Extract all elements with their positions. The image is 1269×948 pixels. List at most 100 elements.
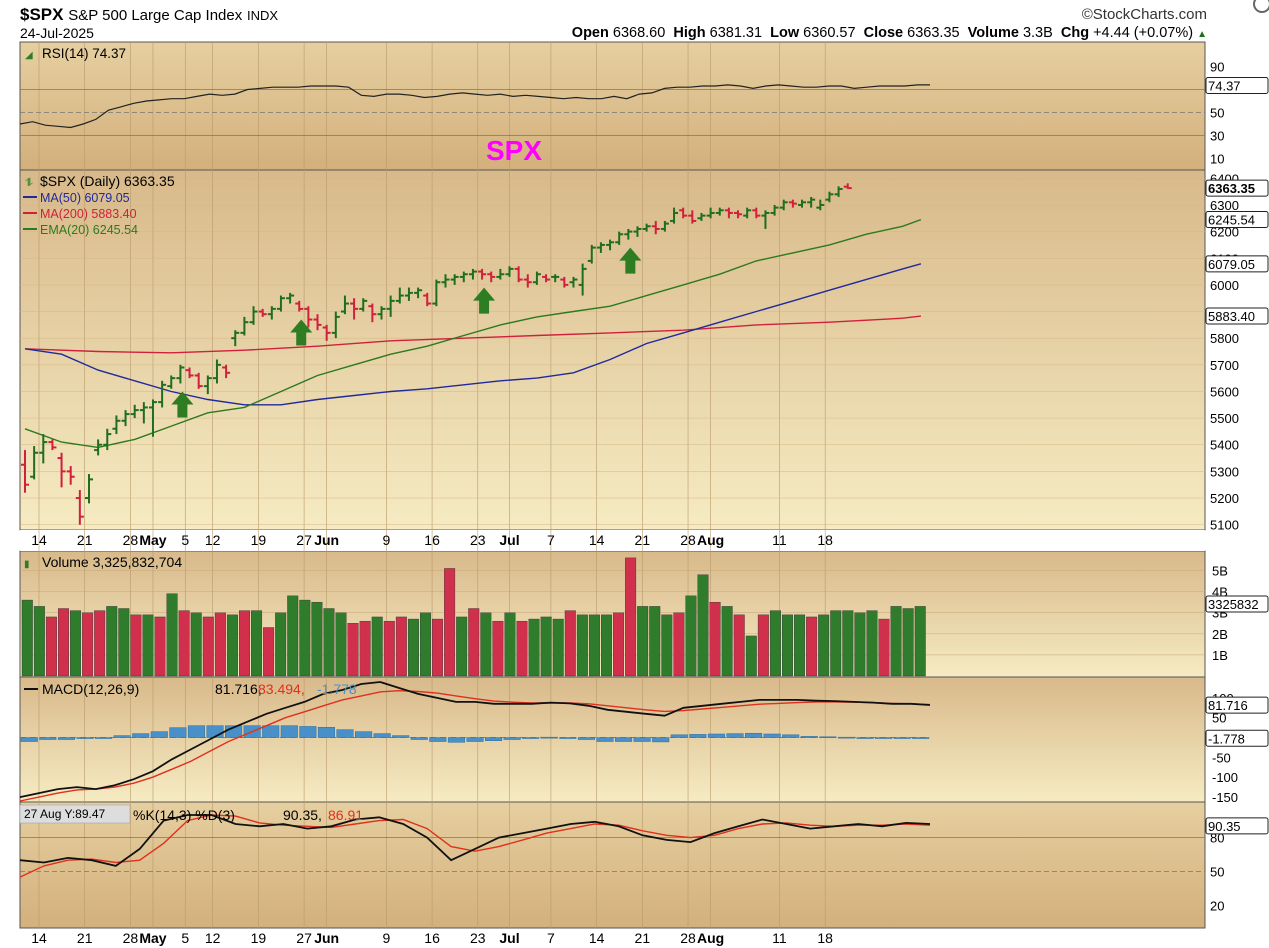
volume-bar — [601, 614, 612, 677]
macd-histogram-bar — [522, 737, 540, 739]
buy-arrow-icon — [473, 287, 496, 314]
macd-right-label: -1.778 — [1208, 731, 1245, 746]
volume-bar — [432, 618, 444, 677]
volume-bar — [516, 620, 528, 677]
macd-histogram-bar — [745, 732, 763, 738]
macd-tick-label: 50 — [1212, 711, 1226, 726]
date-axis-label: Aug — [697, 532, 724, 548]
macd-histogram-bar — [596, 737, 614, 742]
low-label: Low — [770, 25, 800, 41]
price-series-icon: ⥮ — [25, 177, 33, 189]
macd-histogram-bar — [912, 737, 930, 739]
date-axis-label: 18 — [817, 930, 833, 946]
volume-bar — [106, 606, 118, 677]
macd-histogram-bar — [187, 725, 205, 738]
open-value: 6368.60 — [612, 25, 666, 41]
volume-bar — [721, 606, 733, 677]
date-axis-label: 16 — [424, 532, 440, 548]
exchange: INDX — [246, 8, 279, 23]
macd-histogram-bar — [800, 736, 818, 738]
volume-bar — [299, 599, 311, 677]
rsi-tick-label: 50 — [1210, 106, 1224, 121]
date-axis-label: 21 — [77, 930, 93, 946]
date-axis-label: 14 — [31, 532, 47, 548]
volume-bar — [58, 608, 69, 677]
macd-histogram-bar — [856, 737, 874, 739]
symbol: $SPX — [20, 5, 64, 24]
volume-bar — [251, 610, 263, 677]
buy-arrow-icon — [171, 391, 194, 418]
stoch-tick-label: 50 — [1210, 865, 1224, 880]
volume-bar — [118, 608, 130, 677]
volume-bar — [94, 610, 106, 677]
rsi-tick-label: 10 — [1210, 152, 1224, 167]
volume-bar — [528, 618, 540, 677]
macd-histogram-bar — [280, 725, 298, 738]
date-axis-label: May — [139, 930, 166, 946]
macd-histogram-bar — [726, 733, 744, 738]
rsi-title: RSI(14) 74.37 — [42, 46, 126, 61]
macd-histogram-bar — [262, 725, 280, 738]
macd-histogram-bar — [707, 733, 725, 738]
macd-histogram-bar — [76, 737, 94, 739]
macd-histogram-bar — [652, 737, 670, 743]
volume-bar — [782, 614, 793, 677]
price-tick-label: 5200 — [1210, 491, 1239, 506]
index-name: S&P 500 Large Cap Index — [68, 7, 243, 24]
volume-label: Volume — [967, 25, 1019, 41]
volume-last-label-box — [1205, 595, 1269, 613]
macd-histogram-bar — [95, 737, 113, 739]
volume-bar — [468, 608, 480, 677]
volume-bar — [311, 601, 323, 677]
volume-bar — [842, 610, 854, 677]
macd-histogram-bar — [819, 736, 837, 739]
macd-histogram-bar — [392, 735, 410, 738]
ma200-line — [24, 315, 921, 354]
ohlc-stats: Open 6368.60 High 6381.31 Low 6360.57 Cl… — [572, 25, 1207, 41]
volume-bar — [794, 614, 806, 677]
panel-0 — [19, 41, 1206, 171]
macd-histogram-bar — [615, 737, 633, 742]
rsi-tick-label: 90 — [1210, 60, 1224, 75]
volume-bar — [395, 616, 407, 677]
price-tick-label: 6300 — [1210, 198, 1239, 213]
date-axis-label: 7 — [547, 532, 555, 548]
volume-bar — [818, 614, 830, 677]
volume-bar — [202, 616, 214, 677]
volume-bar — [564, 610, 576, 677]
macd-histogram-bar — [670, 734, 688, 738]
volume-bar — [480, 612, 492, 677]
macd-histogram-bar — [559, 737, 577, 739]
close-value: 6363.35 — [907, 25, 960, 41]
volume-bar — [673, 612, 685, 677]
date-axis-label: 21 — [77, 532, 93, 548]
chg-label: Chg — [1060, 25, 1090, 41]
volume-bar — [830, 610, 842, 677]
date-axis-label: 18 — [817, 532, 833, 548]
price-right-label: 6079.05 — [1208, 257, 1255, 272]
date-axis-label: 14 — [589, 930, 605, 946]
price-right-label-box — [1205, 210, 1269, 228]
date-axis-label: 7 — [547, 930, 555, 946]
brand-logo: ©StockCharts.com — [1082, 6, 1207, 23]
price-right-label-box — [1205, 179, 1269, 197]
macd-title: MACD(12,26,9) — [42, 681, 139, 697]
macd-histogram-bar — [466, 737, 484, 742]
macd-signal-line — [19, 689, 931, 802]
volume-tick-label: 5B — [1212, 564, 1228, 579]
macd-histogram-bar — [633, 737, 651, 742]
volume-bar — [914, 606, 926, 677]
volume-last-label: 3325832 — [1208, 597, 1259, 612]
macd-histogram-bar — [355, 731, 373, 738]
price-right-label-box — [1205, 255, 1269, 273]
volume-bar — [902, 608, 914, 677]
date-axis-label: Jun — [314, 532, 339, 548]
macd-histogram-bar — [373, 733, 391, 738]
date-axis-label: 28 — [123, 532, 139, 548]
chart-title: $SPX S&P 500 Large Cap Index INDX — [20, 5, 278, 25]
date-axis-label: 28 — [680, 930, 696, 946]
price-tick-label: 6000 — [1210, 278, 1239, 293]
volume-bar — [649, 606, 661, 677]
